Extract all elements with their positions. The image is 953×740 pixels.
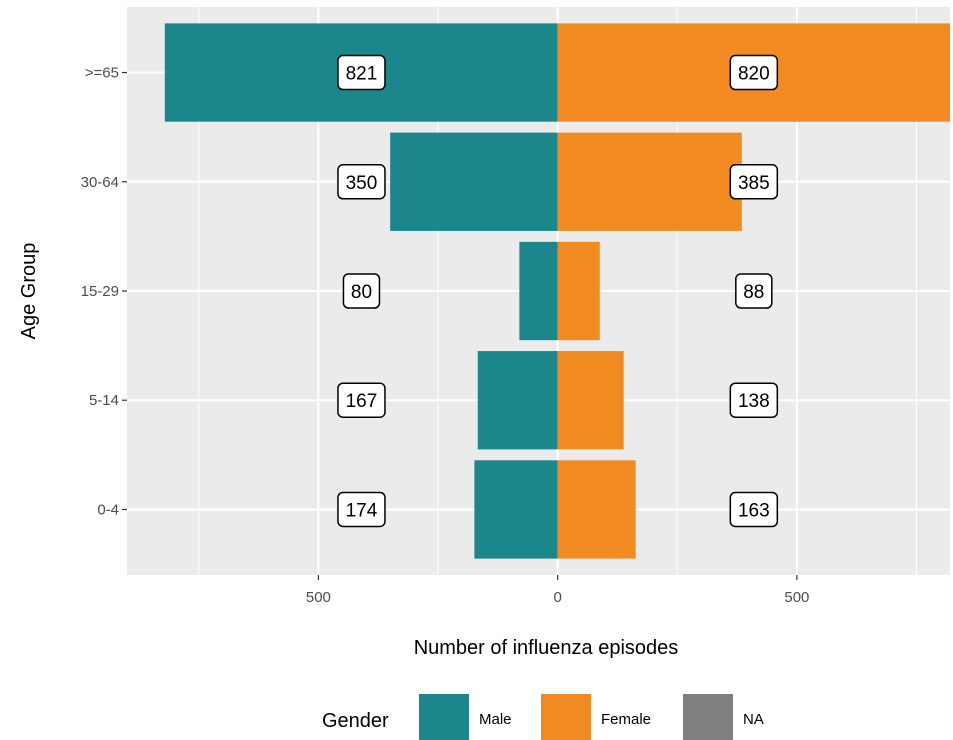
data-label-box: [735, 273, 773, 309]
data-label-female-0-4: 163: [738, 500, 770, 521]
bar-female-0-4: [557, 460, 636, 559]
legend-label-female: Female: [601, 711, 651, 728]
data-label-box: [342, 273, 381, 309]
y-axis-title: Age Group: [18, 243, 40, 340]
data-label-male-15-29: 80: [351, 282, 372, 303]
data-label-box: [729, 382, 779, 418]
y-tick-label: 30-64: [81, 174, 119, 191]
data-label-box: [729, 54, 779, 91]
data-label-female-5-14: 138: [738, 391, 770, 412]
x-axis: 500 0 500: [306, 575, 809, 606]
legend-key-male: [419, 694, 469, 740]
x-tick-label: 500: [306, 589, 331, 606]
data-label-male-30-64: 350: [346, 173, 378, 194]
legend: Gender Male Female NA: [322, 694, 764, 740]
data-label-male-5-14: 167: [346, 391, 378, 412]
legend-label-na: NA: [743, 711, 764, 728]
data-labels: 174 167 80 350 821 163 138 88 385 820: [337, 54, 779, 528]
y-tick-label: 5-14: [89, 392, 119, 409]
data-label-female-15-29: 88: [743, 282, 764, 303]
bar-male-5-14: [477, 351, 558, 450]
bar-male-30-64: [390, 132, 558, 231]
legend-title: Gender: [322, 710, 389, 732]
data-label-female-30-64: 385: [738, 173, 770, 194]
bar-male-15-29: [519, 241, 558, 341]
data-label-male-0-4: 174: [346, 500, 378, 521]
bar-male-0-4: [474, 460, 558, 559]
data-label-box: [337, 491, 386, 528]
legend-key-na: [683, 694, 733, 740]
data-label-box: [337, 54, 386, 91]
y-tick-label: >=65: [85, 65, 119, 82]
data-label-male->=65: 821: [346, 64, 378, 85]
legend-label-male: Male: [479, 711, 512, 728]
legend-key-female: [541, 694, 591, 740]
bar-female-5-14: [557, 351, 624, 450]
y-tick-label: 0-4: [97, 501, 119, 518]
x-axis-title: Number of influenza episodes: [414, 637, 679, 659]
data-label-box: [337, 382, 386, 418]
bars: [164, 23, 950, 559]
bar-female-15-29: [557, 241, 600, 341]
data-label-box: [729, 491, 779, 528]
bar-female-30-64: [557, 132, 742, 231]
x-tick-label: 0: [553, 589, 561, 606]
y-tick-label: 15-29: [81, 283, 119, 300]
y-axis: 0-4 5-14 15-29 30-64 >=65: [81, 65, 127, 518]
x-tick-label: 500: [784, 589, 809, 606]
data-label-box: [729, 164, 779, 200]
data-label-box: [337, 164, 386, 200]
data-label-female->=65: 820: [738, 64, 770, 85]
